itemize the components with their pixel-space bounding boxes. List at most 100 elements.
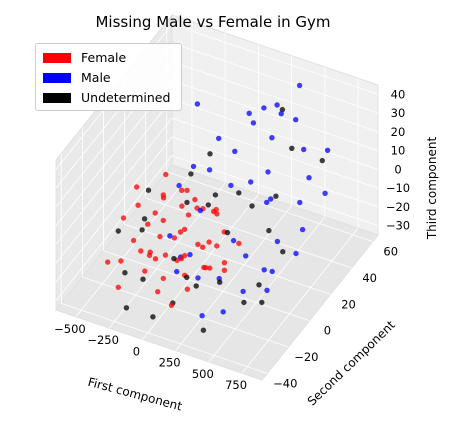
y-tick-label: −20	[294, 350, 318, 364]
data-point-male	[274, 238, 281, 245]
grid-line-x	[75, 171, 193, 318]
z-tick-label: −20	[386, 200, 410, 214]
data-point-female	[177, 229, 184, 235]
data-point-undetermined	[249, 203, 255, 209]
data-point-undetermined	[319, 157, 325, 164]
legend-label-female: Female	[81, 50, 127, 65]
data-point-male	[220, 309, 226, 315]
x-tick-label: 750	[225, 378, 247, 392]
grid-line-y	[145, 197, 352, 269]
data-point-female	[142, 268, 148, 274]
data-point-female	[157, 233, 163, 240]
data-point-male	[206, 167, 213, 173]
data-point-female	[201, 264, 207, 271]
data-point-male	[264, 199, 270, 206]
grid-line-x	[241, 227, 359, 374]
data-point-female	[160, 192, 166, 198]
legend-swatch-undetermined	[43, 92, 71, 103]
data-point-male	[265, 169, 271, 175]
x-tick-label: 0	[133, 344, 140, 358]
z-tick-label: −30	[386, 219, 410, 233]
data-point-female	[192, 196, 198, 203]
grid-line-x	[142, 194, 259, 340]
z-tick-label: 30	[391, 106, 406, 120]
grid-line-z	[171, 136, 379, 208]
data-point-female	[162, 252, 169, 258]
grid-line-z	[55, 155, 173, 301]
data-point-male	[167, 233, 173, 239]
data-point-undetermined	[184, 274, 190, 280]
legend-label-male: Male	[81, 70, 111, 85]
data-point-male	[187, 251, 193, 258]
data-point-male	[322, 190, 328, 196]
data-point-female	[160, 275, 166, 282]
data-point-female	[147, 249, 153, 255]
grid-line-y	[61, 303, 268, 374]
data-point-male	[243, 253, 249, 259]
data-point-male	[274, 102, 280, 108]
data-point-undetermined	[205, 202, 211, 208]
data-point-undetermined	[280, 249, 286, 255]
data-point-female	[171, 235, 178, 241]
z-tick-label: 40	[391, 87, 406, 101]
legend: Female Male Undetermined	[35, 43, 182, 111]
data-point-female	[145, 221, 151, 227]
data-point-female	[184, 187, 190, 193]
data-point-male	[264, 287, 270, 293]
data-point-undetermined	[200, 327, 207, 333]
grid-line-y	[103, 250, 310, 322]
data-point-female	[181, 226, 188, 233]
data-point-undetermined	[123, 305, 130, 311]
data-point-male	[199, 313, 205, 319]
y-axis-label: Second component	[305, 318, 398, 409]
grid-line-z	[171, 42, 379, 114]
z-axis-label: Third component	[425, 137, 439, 241]
grid-line-z	[171, 80, 379, 152]
data-point-female	[138, 248, 144, 254]
y-tick-label: 20	[341, 297, 356, 311]
data-point-male	[246, 110, 252, 117]
data-point-female	[163, 171, 169, 178]
data-point-female	[214, 211, 220, 217]
data-point-undetermined	[184, 199, 190, 206]
data-point-undetermined	[289, 145, 295, 151]
grid-lines	[55, 21, 379, 374]
data-point-undetermined	[193, 283, 199, 289]
chart-title: Missing Male vs Female in Gym	[95, 13, 330, 31]
data-point-male	[230, 237, 237, 244]
y-tick-label: 40	[362, 271, 377, 285]
x-tick-label: 500	[192, 367, 214, 381]
data-point-female	[120, 215, 127, 221]
data-point-undetermined	[141, 216, 148, 222]
x-tick-label: −500	[54, 322, 86, 336]
data-point-male	[232, 148, 238, 154]
data-point-undetermined	[266, 227, 272, 234]
data-point-male	[268, 196, 274, 202]
data-point-female	[206, 239, 212, 245]
data-point-male	[293, 117, 299, 123]
data-point-male	[278, 111, 284, 117]
legend-swatch-female	[43, 52, 71, 63]
data-point-female	[185, 212, 192, 218]
legend-label-undetermined: Undetermined	[81, 90, 171, 105]
data-point-undetermined	[212, 192, 219, 198]
data-point-male	[176, 182, 182, 189]
data-point-male	[293, 250, 299, 257]
data-point-female	[195, 241, 201, 247]
data-point-undetermined	[139, 227, 145, 233]
data-point-male	[261, 105, 267, 111]
data-point-female	[179, 203, 185, 209]
data-point-male	[174, 268, 180, 275]
data-point-female	[115, 284, 122, 290]
data-point-male	[228, 182, 234, 189]
data-point-female	[105, 259, 111, 265]
data-point-male	[324, 147, 331, 153]
data-point-undetermined	[241, 299, 247, 306]
data-point-female	[214, 243, 220, 249]
data-point-female	[130, 237, 137, 244]
grid-line-z	[171, 155, 379, 227]
data-point-undetermined	[259, 299, 265, 306]
data-point-undetermined	[256, 282, 262, 288]
data-point-male	[197, 207, 204, 214]
data-point-female	[207, 265, 213, 271]
